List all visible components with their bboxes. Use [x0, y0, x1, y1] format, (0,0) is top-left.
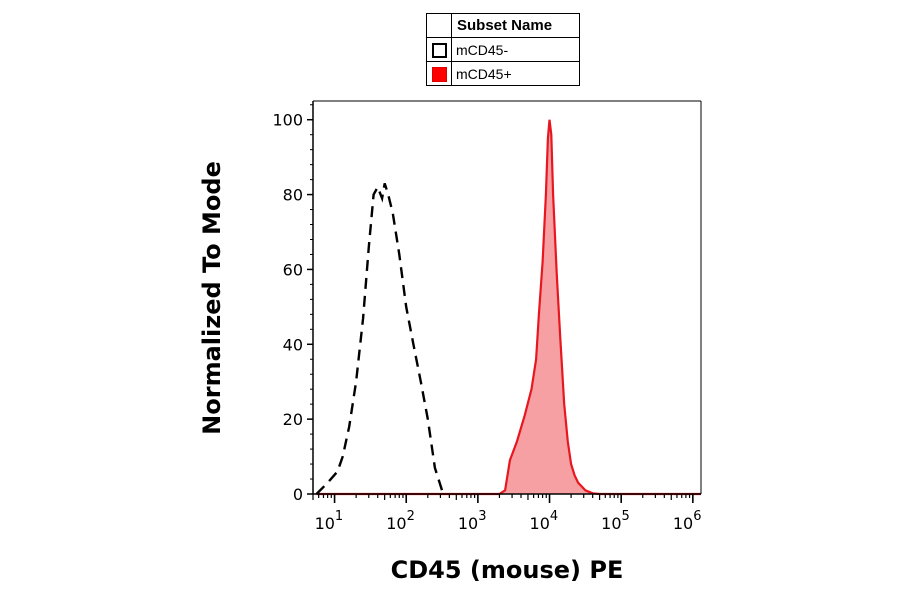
series-mcd45-neg-line — [315, 182, 447, 495]
series-mcd45-pos-fill — [316, 119, 701, 494]
legend-title: Subset Name — [451, 13, 580, 38]
legend-entry: mCD45- — [426, 37, 580, 62]
x-tick-label: 103 — [458, 509, 487, 533]
y-tick-label: 40 — [283, 335, 303, 354]
y-tick-label: 0 — [293, 485, 303, 504]
y-tick-label: 20 — [283, 410, 303, 429]
legend-swatch-filled-icon — [431, 66, 447, 82]
y-axis-label: Normalized To Mode — [198, 161, 226, 435]
x-tick-label: 106 — [673, 509, 702, 533]
legend-entry: mCD45+ — [426, 61, 580, 86]
x-tick-label: 102 — [386, 509, 415, 533]
x-axis-ticks: 101 102 103 104 105 106 — [312, 494, 702, 533]
series-mcd45-pos-line — [316, 119, 701, 496]
plot-area — [315, 119, 701, 496]
x-tick-label: 104 — [530, 509, 559, 533]
legend-entry-label: mCD45+ — [451, 61, 580, 86]
y-axis-ticks: 0 20 40 60 80 100 — [272, 104, 313, 504]
x-tick-label: 101 — [315, 509, 344, 533]
legend-entry-label: mCD45- — [451, 37, 580, 62]
y-tick-label: 100 — [272, 111, 303, 130]
legend: Subset Name mCD45- mCD45+ — [426, 13, 580, 86]
legend-swatch-open-icon — [431, 42, 447, 58]
x-axis-label: CD45 (mouse) PE — [391, 556, 624, 584]
y-tick-label: 60 — [283, 260, 303, 279]
legend-header-blank — [426, 13, 452, 38]
x-tick-label: 105 — [601, 509, 630, 533]
y-tick-label: 80 — [283, 186, 303, 205]
